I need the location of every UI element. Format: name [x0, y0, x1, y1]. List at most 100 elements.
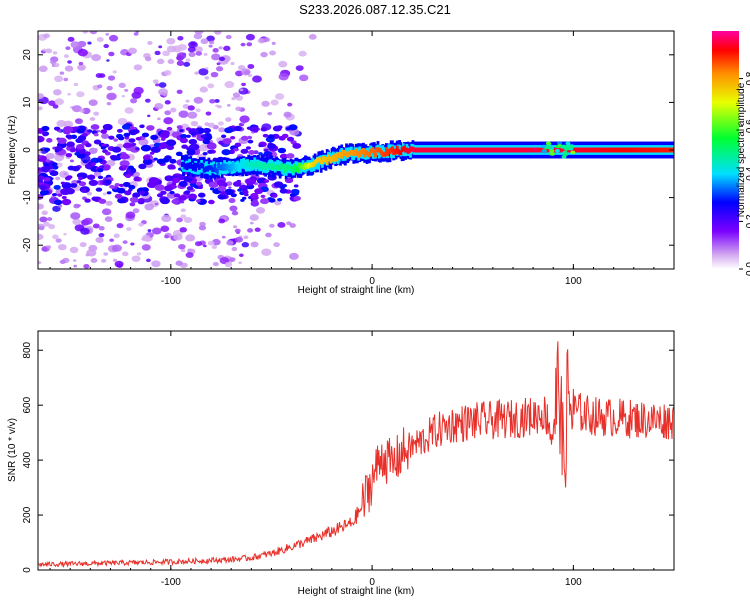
noise-blob	[70, 147, 77, 153]
noise-blob	[252, 199, 259, 204]
noise-blob	[103, 43, 109, 49]
noise-blob	[157, 117, 161, 121]
noise-blob	[224, 261, 233, 268]
noise-blob	[150, 134, 159, 140]
noise-blob	[122, 240, 128, 244]
noise-blob	[202, 127, 211, 134]
noise-blob	[101, 258, 107, 263]
noise-blob	[195, 108, 201, 113]
y-tick-label: 0	[22, 567, 33, 573]
noise-blob	[106, 85, 113, 91]
noise-blob	[239, 115, 250, 123]
noise-blob	[226, 240, 234, 246]
noise-blob	[133, 86, 144, 95]
noise-blob	[59, 259, 66, 264]
noise-blob	[270, 99, 279, 106]
noise-blob	[292, 142, 302, 149]
noise-blob	[146, 125, 155, 131]
noise-blob	[138, 138, 149, 146]
noise-blob	[160, 190, 167, 195]
band-blob	[554, 148, 560, 153]
noise-blob	[95, 73, 103, 79]
noise-blob	[146, 181, 157, 189]
noise-blob	[138, 163, 147, 170]
noise-blob	[98, 226, 105, 231]
noise-blob	[49, 170, 59, 177]
colorbar: 0.0 0.2 0.4 0.6 0.8 Normalized spectral ampl…	[712, 31, 750, 276]
noise-blob	[257, 38, 266, 44]
noise-blob	[179, 137, 188, 144]
noise-blob	[125, 211, 136, 219]
noise-blob	[54, 98, 64, 106]
noise-blob	[202, 151, 208, 156]
noise-blob	[39, 216, 48, 223]
noise-blob	[38, 225, 45, 231]
noise-blob	[240, 68, 251, 76]
band-segment	[320, 159, 324, 165]
noise-blob	[173, 193, 181, 198]
noise-blob	[76, 143, 85, 150]
band-blob	[549, 152, 555, 156]
noise-blob	[154, 50, 161, 56]
noise-blob	[235, 106, 242, 112]
noise-blob	[242, 190, 249, 195]
noise-blob	[178, 195, 187, 201]
noise-blob	[263, 148, 269, 152]
noise-blob	[51, 195, 55, 199]
noise-blob	[71, 165, 80, 172]
noise-blob	[135, 147, 140, 151]
band-blob	[565, 141, 571, 146]
noise-blob	[116, 223, 124, 229]
noise-blob	[139, 124, 145, 129]
noise-blob	[51, 192, 58, 197]
noise-blob	[228, 198, 236, 204]
noise-blob	[263, 179, 270, 183]
band-segment	[395, 145, 399, 151]
noise-blob	[138, 198, 145, 203]
noise-blob	[231, 96, 236, 101]
noise-blob	[83, 217, 93, 225]
noise-blob	[181, 144, 188, 149]
noise-blob	[108, 51, 115, 57]
noise-blob	[133, 64, 143, 71]
noise-blob	[53, 126, 61, 131]
noise-blob	[38, 175, 45, 181]
noise-blob	[209, 98, 216, 104]
noise-blob	[262, 133, 269, 138]
noise-blob	[57, 204, 63, 208]
noise-blob	[91, 54, 102, 62]
snr-panel: -100 0 100 0 200 400 600 800 Height of straigh…	[7, 330, 675, 597]
noise-blob	[200, 38, 209, 45]
noise-blob	[101, 133, 109, 140]
band-segment	[368, 152, 371, 158]
noise-blob	[239, 88, 244, 92]
noise-blob	[261, 248, 272, 256]
band-segment	[383, 151, 387, 157]
noise-blob	[100, 164, 111, 171]
snr-frame	[37, 330, 675, 571]
noise-blob	[249, 214, 259, 221]
band-segment	[340, 153, 344, 159]
band-segment	[192, 162, 196, 168]
band-segment	[185, 165, 189, 171]
noise-blob	[93, 111, 100, 116]
noise-blob	[230, 136, 236, 140]
noise-blob	[202, 139, 211, 145]
noise-blob	[223, 45, 231, 52]
noise-blob	[273, 181, 284, 188]
noise-blob	[140, 144, 152, 152]
noise-blob	[102, 123, 113, 131]
noise-blob	[106, 209, 111, 213]
band-segment	[384, 147, 388, 152]
noise-blob	[180, 214, 187, 219]
noise-blob	[38, 137, 42, 142]
noise-blob	[176, 125, 183, 130]
noise-blob	[250, 221, 254, 225]
noise-blob	[65, 134, 72, 139]
noise-blob	[38, 179, 43, 183]
band-segment	[335, 156, 339, 162]
noise-blob	[67, 36, 75, 42]
noise-blob	[183, 216, 193, 224]
band-segment	[230, 166, 234, 172]
noise-blob	[217, 185, 227, 192]
